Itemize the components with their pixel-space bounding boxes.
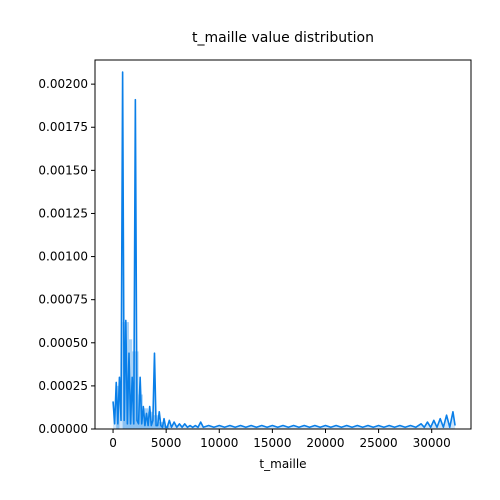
y-tick-label: 0.00125 [38,206,88,220]
x-tick-label: 25000 [359,436,397,450]
y-tick-label: 0.00025 [38,379,88,393]
x-axis-label: t_maille [259,457,306,471]
density-area-fill [113,72,455,429]
x-tick-label: 30000 [413,436,451,450]
x-tick-label: 10000 [200,436,238,450]
x-tick-label: 5000 [151,436,182,450]
density-area [113,72,455,429]
y-tick-label: 0.00150 [38,163,88,177]
plot-frame [95,60,471,429]
y-axis-ticks: 0.00000 0.00025 0.00050 0.00075 0.00100 0.001… [38,77,95,436]
y-tick-label: 0.00200 [38,77,88,91]
density-series-line [113,72,455,427]
y-tick-label: 0.00000 [38,422,88,436]
y-tick-label: 0.00175 [38,120,88,134]
x-tick-label: 20000 [306,436,344,450]
y-tick-label: 0.00075 [38,293,88,307]
chart-title: t_maille value distribution [192,30,374,46]
x-tick-label: 15000 [253,436,291,450]
density-line [113,72,455,427]
y-tick-label: 0.00050 [38,336,88,350]
x-axis-ticks: 0 5000 10000 15000 20000 25000 30000 [109,429,451,450]
y-tick-label: 0.00100 [38,250,88,264]
x-tick-label: 0 [109,436,117,450]
